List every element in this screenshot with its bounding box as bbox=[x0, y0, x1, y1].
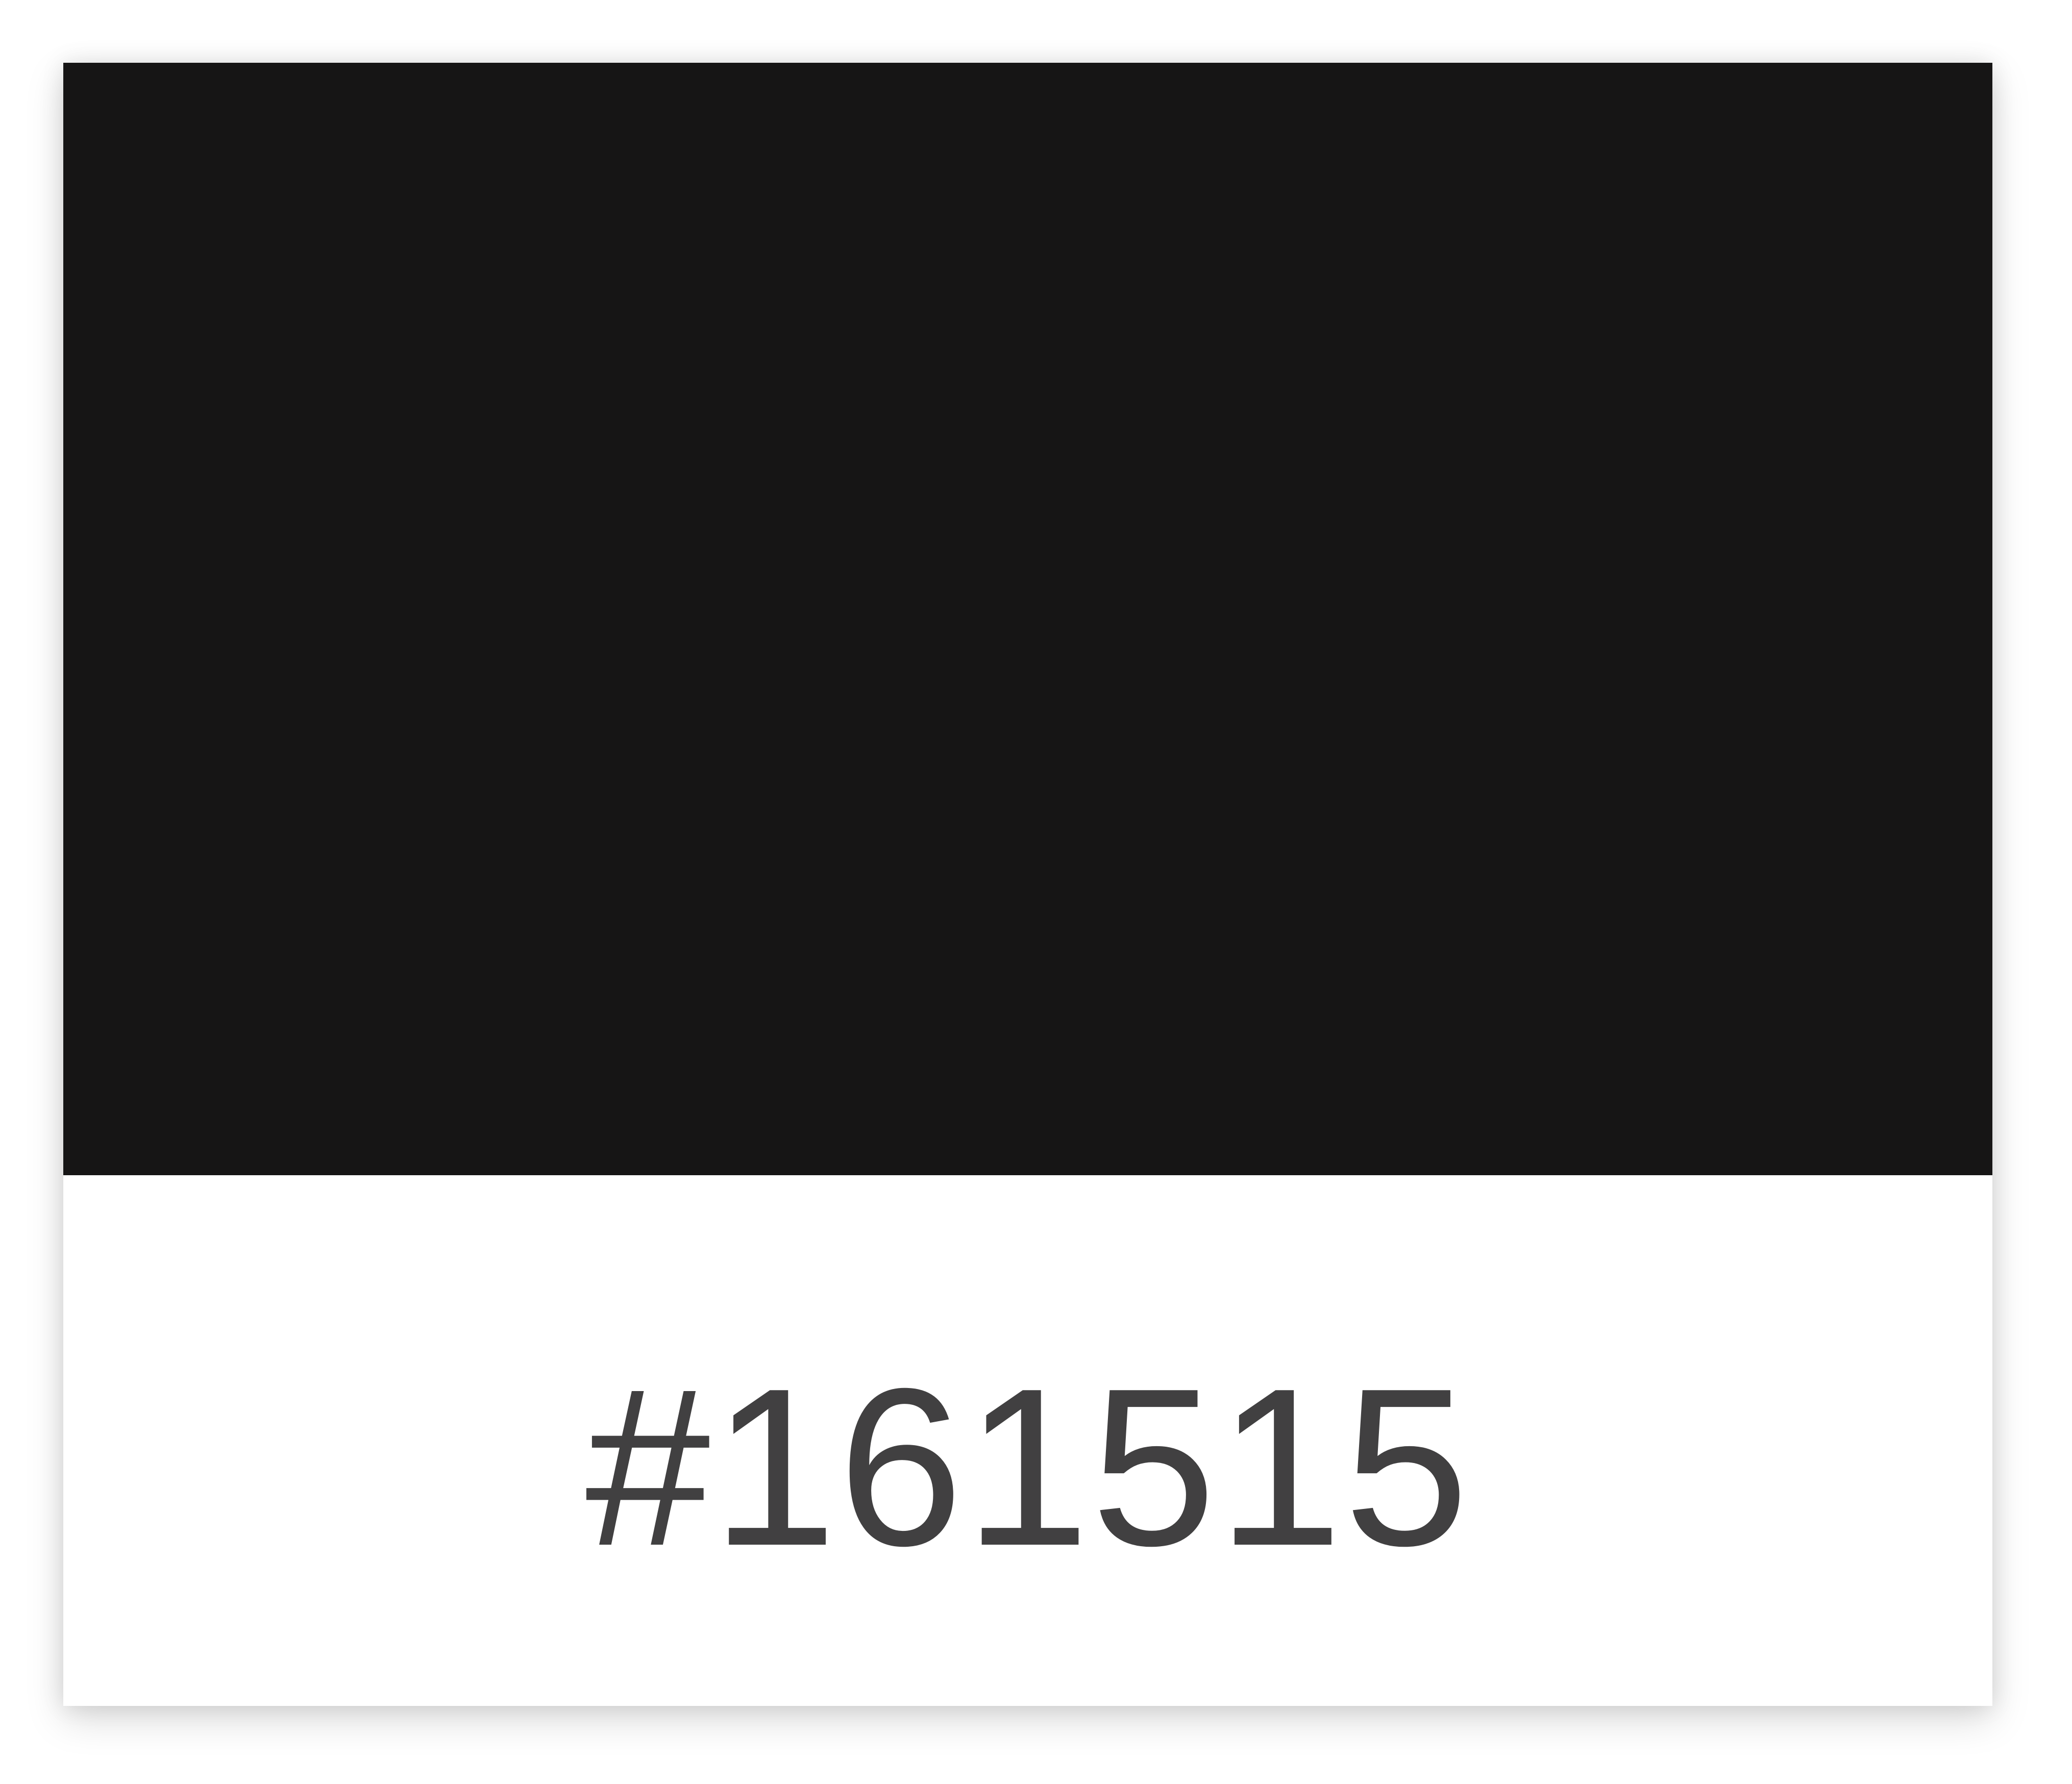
swatch-label-area: #161515 bbox=[63, 1175, 1992, 1706]
hex-color-code: #161515 bbox=[585, 1342, 1470, 1593]
color-swatch bbox=[63, 63, 1992, 1175]
color-swatch-card: #161515 bbox=[63, 63, 1992, 1706]
